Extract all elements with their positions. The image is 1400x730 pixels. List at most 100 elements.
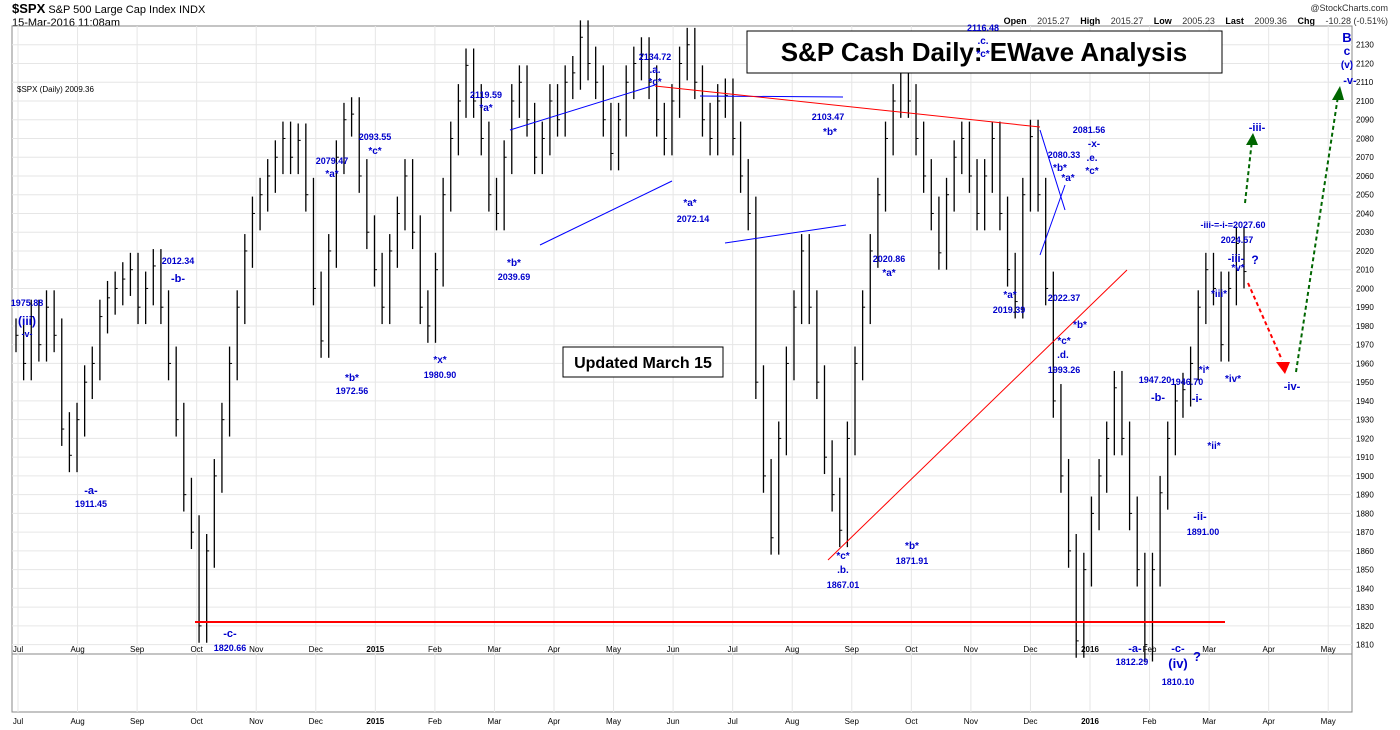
wave-label: ? — [1251, 253, 1258, 267]
y-tick-label: 2080 — [1356, 134, 1374, 143]
wave-label: *c* — [1085, 166, 1098, 177]
wave-label: (iv) — [1168, 656, 1188, 671]
y-tick-label: 2110 — [1356, 78, 1374, 87]
y-tick-label: 2050 — [1356, 191, 1374, 200]
y-tick-label: 2010 — [1356, 266, 1374, 275]
x-tick-label: 2015 — [366, 645, 384, 654]
x-tick-label: Apr — [1262, 645, 1275, 654]
wave-label: *c* — [836, 551, 849, 562]
wave-label: *c* — [648, 77, 661, 88]
y-tick-label: 2070 — [1356, 153, 1374, 162]
wave-label: 1820.66 — [214, 643, 247, 653]
wave-label: 1867.01 — [827, 580, 860, 590]
y-tick-label: 2120 — [1356, 59, 1374, 68]
title-box — [746, 30, 1223, 74]
wave-label: c — [1344, 44, 1351, 58]
x-tick-label: Nov — [964, 645, 978, 654]
wave-label: 2079.47 — [316, 156, 349, 166]
wave-label: 2134.72 — [639, 52, 672, 62]
y-axis: 1810 1820 1830 1840 1850 1860 1870 1880 1890 1900… — [1356, 41, 1374, 650]
wave-label: 2080.33 — [1048, 150, 1081, 160]
wave-label: -c- — [223, 628, 237, 640]
x-tick-label: Aug — [785, 645, 799, 654]
x-tick-label: Mar — [1202, 645, 1216, 654]
y-tick-label: 1870 — [1356, 528, 1374, 537]
projection-iv — [1247, 282, 1283, 361]
wave-label: *b* — [823, 127, 837, 138]
wave-label: 1980.90 — [424, 370, 457, 380]
channel-line-lower — [539, 180, 673, 246]
legend-text: $SPX (Daily) 2009.36 — [17, 85, 94, 94]
x-tick-label: Nov — [964, 717, 978, 726]
x-tick-label: Jun — [667, 645, 680, 654]
index-name: S&P 500 Large Cap Index — [48, 4, 176, 16]
y-tick-label: 1840 — [1356, 584, 1374, 593]
volume-panel — [11, 653, 1353, 713]
y-tick-label: 1960 — [1356, 359, 1374, 368]
wave-label: *b* — [905, 541, 919, 552]
x-tick-label: Oct — [190, 717, 203, 726]
wave-label: 1810.10 — [1162, 677, 1195, 687]
projection-v-arrow — [1332, 86, 1344, 100]
x-tick-label: Feb — [428, 645, 442, 654]
y-tick-label: 2060 — [1356, 172, 1374, 181]
x-tick-label: May — [606, 645, 621, 654]
wave-label: 1812.29 — [1116, 657, 1149, 667]
wave-label: .b. — [837, 565, 849, 576]
y-tick-label: 1950 — [1356, 378, 1374, 387]
ohlc-readout: Open 2015.27 High 2015.27 Low 2005.23 La… — [1003, 16, 1388, 26]
wave-label: 2020.86 — [873, 254, 906, 264]
wave-label: *ii* — [1207, 441, 1220, 452]
wave-label: ? — [1193, 649, 1201, 664]
x-tick-label: Aug — [70, 717, 84, 726]
source-credit: @StockCharts.com — [1310, 3, 1388, 13]
y-tick-label: 2040 — [1356, 209, 1374, 218]
wave-label: *a* — [479, 103, 492, 114]
wave-label: *iv* — [1225, 374, 1241, 385]
wave-label: (v) — [1341, 60, 1353, 71]
y-tick-label: 2100 — [1356, 97, 1374, 106]
x-tick-label: Dec — [1023, 717, 1037, 726]
grid-lines — [12, 26, 1352, 712]
range-line-upper — [699, 95, 844, 98]
x-tick-label: Oct — [905, 645, 918, 654]
wave-label: 1975.88 — [11, 298, 44, 308]
wave-labels: 1975.88 (iii) -v- -a- 1911.45 2012.34 -b… — [11, 23, 1357, 687]
wave-label: *b* — [345, 373, 359, 384]
x-tick-label: Apr — [1262, 717, 1275, 726]
wave-label: *a* — [325, 169, 338, 180]
wave-label: 2119.59 — [470, 90, 502, 100]
wave-label: *b* — [507, 258, 521, 269]
y-tick-label: 2020 — [1356, 247, 1374, 256]
y-tick-label: 1820 — [1356, 622, 1374, 631]
y-tick-label: 1810 — [1356, 641, 1374, 650]
x-tick-label: Dec — [309, 717, 323, 726]
chart-header-right: @StockCharts.com Open 2015.27 High 2015.… — [996, 2, 1388, 28]
wave-label: 1947.20 — [1139, 375, 1172, 385]
x-tick-label: Oct — [905, 717, 918, 726]
y-tick-label: 2130 — [1356, 41, 1374, 50]
wave-label: *c* — [368, 146, 381, 157]
wave-label: .d. — [1057, 350, 1069, 361]
wave-label: (iii) — [18, 314, 36, 328]
y-tick-label: 2090 — [1356, 116, 1374, 125]
projection-iii — [1244, 139, 1253, 204]
wave-label: *b* — [1073, 320, 1087, 331]
wave-label: -iii-=-i-=2027.60 — [1200, 220, 1265, 230]
wave-label: 2072.14 — [677, 214, 710, 224]
x-tick-label: Mar — [1202, 717, 1216, 726]
wave-label: -b- — [171, 273, 185, 285]
y-tick-label: 1940 — [1356, 397, 1374, 406]
y-tick-label: 1850 — [1356, 566, 1374, 575]
x-tick-label: Mar — [488, 645, 502, 654]
wave-label: *x* — [433, 355, 446, 366]
wave-label: -iii- — [1249, 122, 1266, 134]
wave-label: -iv- — [1284, 381, 1301, 393]
x-tick-label: May — [606, 717, 621, 726]
x-tick-label: Apr — [548, 717, 561, 726]
wave-label: 2103.47 — [812, 112, 845, 122]
wave-label: -c- — [1171, 643, 1185, 655]
wave-label: *a* — [683, 198, 696, 209]
x-tick-label: Feb — [1143, 717, 1157, 726]
